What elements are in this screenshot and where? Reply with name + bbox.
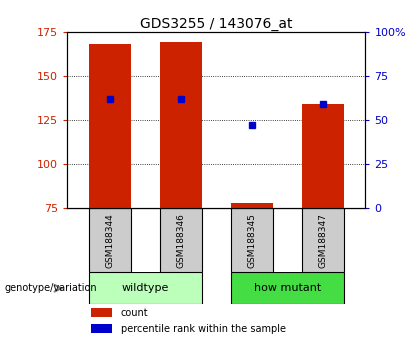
Bar (89, 208, 131, 272)
Bar (302, 208, 344, 272)
Text: GSM188344: GSM188344 (105, 213, 114, 268)
Bar (302, 104, 344, 208)
Text: count: count (121, 308, 149, 318)
Bar (91, 308, 112, 317)
Text: GSM188346: GSM188346 (176, 213, 185, 268)
Text: wildtype: wildtype (122, 283, 169, 293)
Bar (91, 324, 112, 333)
Text: how mutant: how mutant (254, 283, 321, 293)
Text: GSM188345: GSM188345 (247, 213, 256, 268)
Bar (160, 208, 202, 272)
Bar (231, 208, 273, 272)
Title: GDS3255 / 143076_at: GDS3255 / 143076_at (140, 17, 293, 31)
Bar (231, 203, 273, 208)
Text: percentile rank within the sample: percentile rank within the sample (121, 324, 286, 333)
Text: genotype/variation: genotype/variation (4, 283, 97, 293)
Text: GSM188347: GSM188347 (318, 213, 327, 268)
Bar (89, 272, 202, 304)
Bar (231, 272, 344, 304)
Bar (89, 44, 131, 208)
Bar (160, 42, 202, 208)
